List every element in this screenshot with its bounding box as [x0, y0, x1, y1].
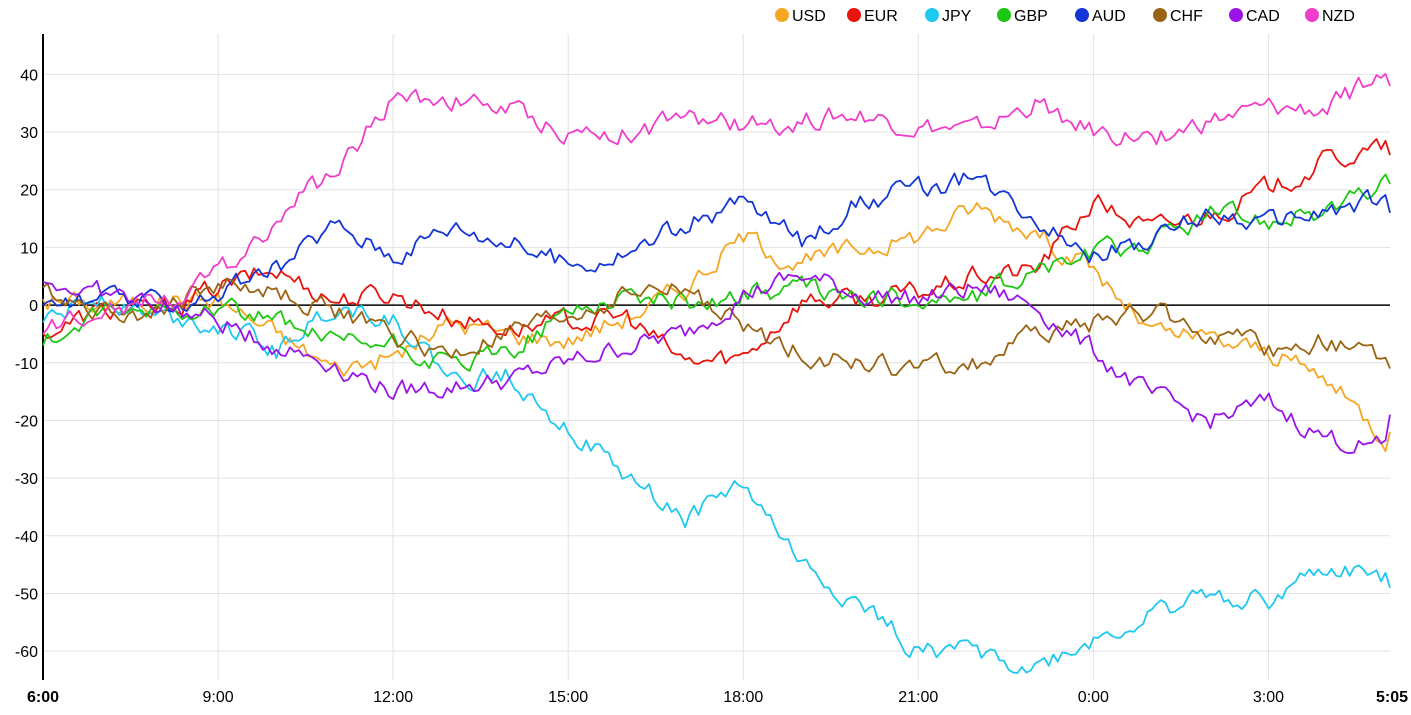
legend-swatch: [1075, 8, 1089, 22]
legend[interactable]: USD EUR JPY GBP AUD CHF CAD NZD: [775, 8, 1355, 25]
legend-item-gbp[interactable]: GBP: [997, 8, 1048, 25]
y-tick-label: -40: [15, 529, 38, 546]
legend-swatch: [775, 8, 789, 22]
series-line-eur: [42, 137, 1391, 365]
legend-label: CHF: [1170, 8, 1203, 25]
legend-swatch: [1229, 8, 1243, 22]
legend-label: USD: [792, 8, 826, 25]
x-tick-label: 9:00: [202, 689, 233, 706]
legend-label: JPY: [942, 8, 972, 25]
series-line-chf: [42, 277, 1391, 377]
x-tick-label: 12:00: [373, 689, 413, 706]
series-lines: [42, 73, 1391, 674]
series-line-nzd: [42, 73, 1391, 335]
legend-label: CAD: [1246, 8, 1280, 25]
series-line-aud: [42, 172, 1391, 313]
y-tick-label: 40: [20, 67, 38, 84]
legend-item-usd[interactable]: USD: [775, 8, 826, 25]
y-tick-label: 20: [20, 183, 38, 200]
x-tick-label: 5:05: [1376, 689, 1408, 706]
series-line-gbp: [42, 173, 1391, 372]
x-tick-label: 6:00: [27, 689, 59, 706]
y-tick-label: -30: [15, 471, 38, 488]
y-tick-label: -20: [15, 413, 38, 430]
y-tick-label: 0: [29, 298, 38, 315]
series-line-cad: [42, 271, 1391, 455]
legend-swatch: [1305, 8, 1319, 22]
series-line-jpy: [42, 295, 1391, 674]
legend-label: EUR: [864, 8, 898, 25]
legend-label: AUD: [1092, 8, 1126, 25]
legend-item-nzd[interactable]: NZD: [1305, 8, 1355, 25]
y-tick-label: -10: [15, 356, 38, 373]
legend-swatch: [847, 8, 861, 22]
legend-item-jpy[interactable]: JPY: [925, 8, 972, 25]
x-axis: 6:00 9:00 12:00 15:00 18:00 21:00 0:00 3:00 5:05: [27, 689, 1408, 706]
grid-lines: [43, 34, 1390, 680]
legend-swatch: [1153, 8, 1167, 22]
legend-item-cad[interactable]: CAD: [1229, 8, 1280, 25]
x-tick-label: 21:00: [898, 689, 938, 706]
y-axis: 40 30 20 10 0 -10 -20 -30 -40 -50 -60: [15, 34, 44, 680]
y-tick-label: 10: [20, 240, 38, 257]
legend-swatch: [925, 8, 939, 22]
series-line-usd: [42, 202, 1391, 453]
x-tick-label: 3:00: [1253, 689, 1284, 706]
x-tick-label: 15:00: [548, 689, 588, 706]
y-tick-label: 30: [20, 125, 38, 142]
legend-label: GBP: [1014, 8, 1048, 25]
legend-item-eur[interactable]: EUR: [847, 8, 898, 25]
y-tick-label: -60: [15, 644, 38, 661]
x-tick-label: 0:00: [1078, 689, 1109, 706]
legend-swatch: [997, 8, 1011, 22]
legend-item-aud[interactable]: AUD: [1075, 8, 1126, 25]
y-tick-label: -50: [15, 586, 38, 603]
x-tick-label: 18:00: [723, 689, 763, 706]
legend-label: NZD: [1322, 8, 1355, 25]
legend-item-chf[interactable]: CHF: [1153, 8, 1203, 25]
